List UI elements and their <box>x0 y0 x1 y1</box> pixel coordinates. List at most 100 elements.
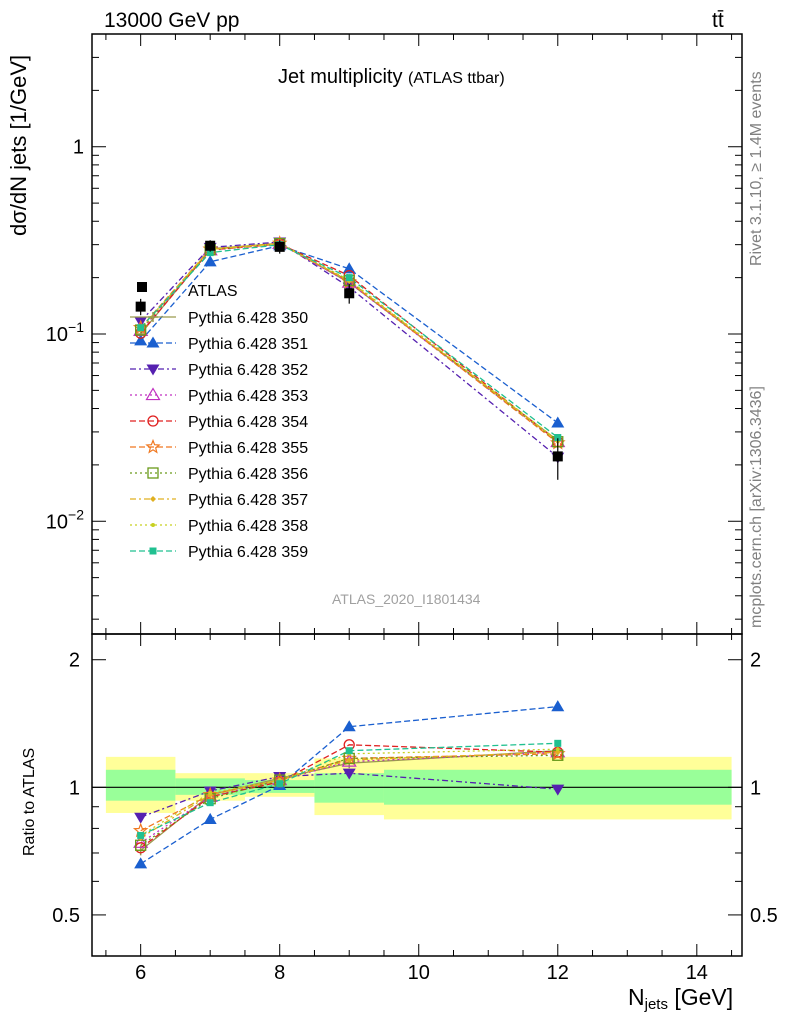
legend-entry-6: Pythia 6.428 356 <box>130 466 308 483</box>
ratio-y-tick-label-0.5: 0.5 <box>52 905 80 927</box>
legend-marker-4 <box>147 415 159 427</box>
rivet-label: Rivet 3.1.10, ≥ 1.4M events <box>748 71 765 266</box>
legend-entry-3: Pythia 6.428 353 <box>130 387 308 405</box>
x-tick-label-14: 14 <box>686 962 708 984</box>
ratio-point-s1-0 <box>134 857 148 869</box>
legend: ATLAS Pythia 6.428 350 Pythia 6.428 351 Pyt… <box>130 282 308 561</box>
x-tick-label-10: 10 <box>408 962 430 984</box>
mcplots-label: mcplots.cern.ch [arXiv:1306.3436] <box>748 386 765 628</box>
y-label-text: dσ/dN jets [1/GeV] <box>6 54 31 236</box>
ratio-point-s9-3 <box>345 747 353 755</box>
ratio-point-s7-4 <box>554 749 561 756</box>
y-tick-exponent: −1 <box>68 319 84 335</box>
y-tick-label-2: 1 <box>73 137 84 159</box>
ratio-y-tick-label-right-0.5: 0.5 <box>750 905 778 927</box>
legend-label-2: Pythia 6.428 352 <box>188 362 308 379</box>
legend-marker-2 <box>146 364 160 376</box>
main-point-s9-3 <box>345 274 353 282</box>
x-tick-label-6: 6 <box>135 962 146 984</box>
main-point-s9-4 <box>554 434 562 442</box>
x-label-unit: [GeV] <box>667 984 734 1010</box>
main-y-axis-label: dσ/dN jets [1/GeV] <box>6 55 32 236</box>
ratio-y-tick-label-right-2: 2 <box>750 650 761 672</box>
legend-label-0: Pythia 6.428 350 <box>188 310 308 327</box>
legend-label-8: Pythia 6.428 358 <box>188 518 308 535</box>
legend-label-data: ATLAS <box>188 283 238 300</box>
legend-label-7: Pythia 6.428 357 <box>188 492 308 509</box>
ratio-point-s8-1 <box>208 790 213 795</box>
ratio-point-s2-3 <box>342 768 356 780</box>
legend-entry-9: Pythia 6.428 359 <box>130 544 308 561</box>
main-series-line-7 <box>140 243 559 442</box>
data-point-4 <box>552 451 563 462</box>
legend-entry-data: ATLAS <box>137 282 238 300</box>
main-point-s9-0 <box>137 324 145 332</box>
plot-title-sub: (ATLAS ttbar) <box>408 70 505 87</box>
main-point-s1-3 <box>342 262 356 274</box>
y-tick-label-1: 10−1 <box>46 319 84 346</box>
legend-marker-3 <box>145 387 161 401</box>
ratio-point-s9-4 <box>554 739 562 747</box>
ratio-y-tick-label-2: 2 <box>69 650 80 672</box>
ratio-y-tick-label-1: 1 <box>69 777 80 799</box>
legend-marker-1 <box>146 336 160 348</box>
ratio-point-s2-0 <box>134 812 148 824</box>
plot-title: Jet multiplicity (ATLAS ttbar) <box>278 66 505 89</box>
analysis-id: ATLAS_2020_I1801434 <box>332 591 481 607</box>
legend-marker-5 <box>145 438 161 454</box>
legend-entry-0: Pythia 6.428 350 <box>130 310 308 327</box>
band-inner-0 <box>105 769 176 801</box>
main-point-s1-4 <box>551 416 565 428</box>
legend-marker-6 <box>147 467 159 479</box>
ratio-point-s8-4 <box>555 747 560 752</box>
x-tick-label-12: 12 <box>547 962 569 984</box>
ratio-series-line-3 <box>140 751 558 844</box>
legend-entry-4: Pythia 6.428 354 <box>130 414 308 431</box>
ratio-point-s7-3 <box>346 757 353 764</box>
x-label-sub: jets <box>644 996 668 1013</box>
data-point-3 <box>344 288 355 299</box>
data-point-1 <box>205 240 216 251</box>
ratio-point-s1-3 <box>342 720 356 732</box>
ratio-series-line-7 <box>140 751 558 839</box>
ratio-series-line-8 <box>140 748 558 836</box>
x-axis-label: Njets [GeV] <box>628 984 733 1013</box>
ratio-point-s9-2 <box>276 780 284 788</box>
legend-marker-9 <box>149 547 157 555</box>
ratio-point-s1-4 <box>551 700 565 712</box>
x-label-main: N <box>628 984 645 1010</box>
main-point-s1-1 <box>203 255 217 267</box>
legend-marker-data <box>137 282 147 292</box>
plot-title-main: Jet multiplicity <box>278 66 403 88</box>
legend-label-1: Pythia 6.428 351 <box>188 336 308 353</box>
data-point-2 <box>274 241 285 252</box>
legend-label-9: Pythia 6.428 359 <box>188 544 308 561</box>
legend-entry-5: Pythia 6.428 355 <box>130 438 308 457</box>
main-point-s9-1 <box>206 249 214 257</box>
legend-entry-8: Pythia 6.428 358 <box>130 518 308 535</box>
data-point-0 <box>135 301 146 312</box>
process-label: tt̄ <box>712 9 724 32</box>
legend-entry-2: Pythia 6.428 352 <box>130 362 308 379</box>
legend-entry-1: Pythia 6.428 351 <box>130 336 308 353</box>
ratio-point-s9-1 <box>206 799 214 807</box>
legend-entry-7: Pythia 6.428 357 <box>130 492 308 509</box>
ratio-series-line-1 <box>140 705 558 865</box>
energy-label: 13000 GeV pp <box>104 9 240 32</box>
legend-label-6: Pythia 6.428 356 <box>188 466 308 483</box>
ratio-uncertainty-band <box>92 756 742 820</box>
ratio-y-tick-label-right-1: 1 <box>750 777 761 799</box>
legend-label-3: Pythia 6.428 353 <box>188 388 308 405</box>
ratio-point-s3-0 <box>133 835 149 848</box>
x-tick-label-8: 8 <box>274 962 285 984</box>
legend-marker-0 <box>148 312 158 322</box>
legend-marker-7 <box>150 496 156 502</box>
ratio-point-s2-4 <box>551 784 565 796</box>
ratio-point-s9-0 <box>137 831 145 839</box>
y-tick-exponent: −2 <box>68 506 84 522</box>
ratio-point-s1-1 <box>203 812 217 824</box>
ratio-frame <box>91 633 743 957</box>
y-tick-label-0: 10−2 <box>46 506 84 533</box>
